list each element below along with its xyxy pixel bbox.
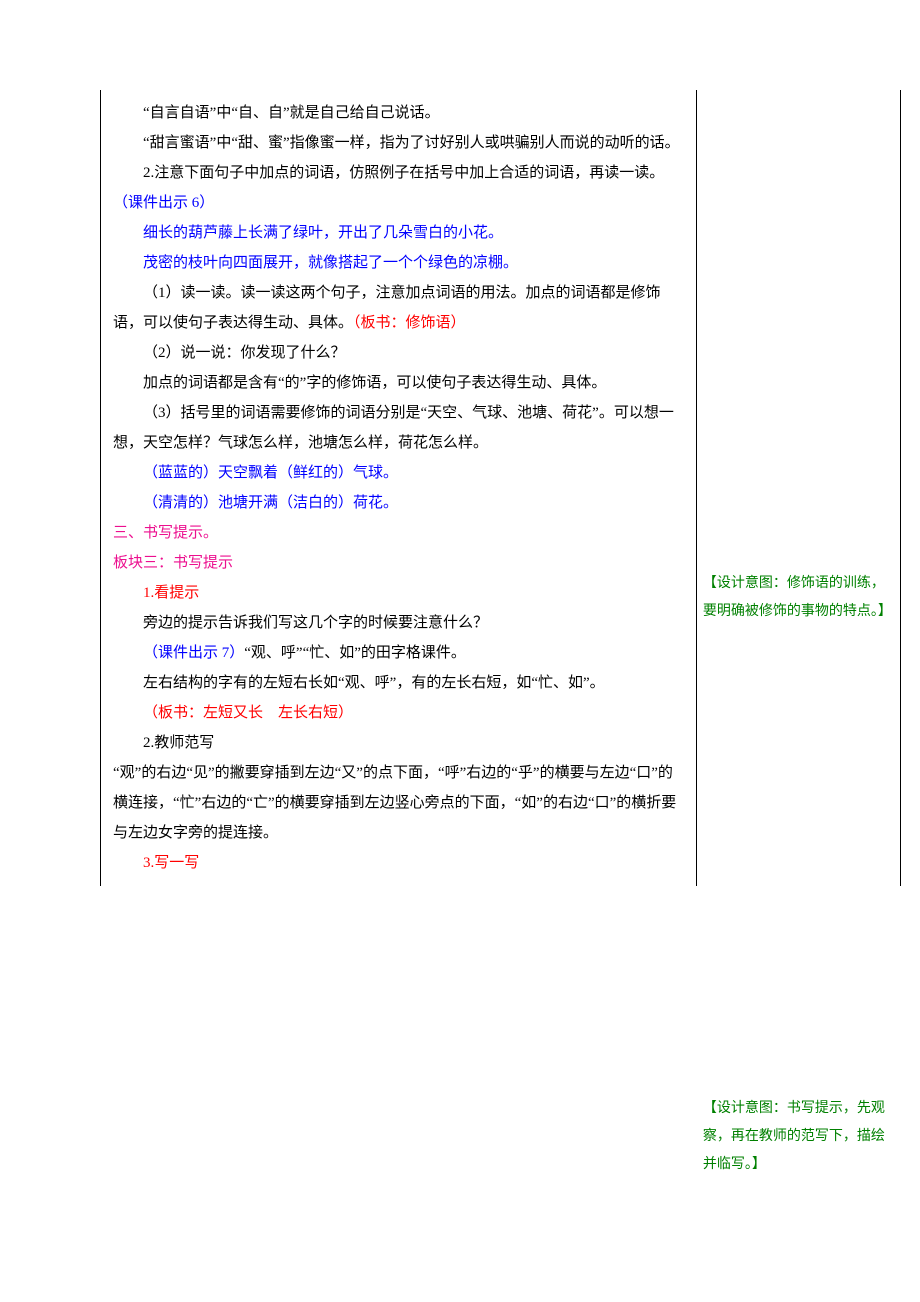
blackboard-note: （板书：左短又长 左长右短） (113, 698, 684, 728)
main-column: “自言自语”中“自、自”就是自己给自己说话。 “甜言蜜语”中“甜、蜜”指像蜜一样… (101, 90, 697, 886)
para: （课件出示 7）“观、呼”“忙、如”的田字格课件。 (113, 638, 684, 668)
page: “自言自语”中“自、自”就是自己给自己说话。 “甜言蜜语”中“甜、蜜”指像蜜一样… (0, 0, 920, 926)
para: 左右结构的字有的左短右长如“观、呼”，有的左长右短，如“忙、如”。 (113, 668, 684, 698)
para: （2）说一说：你发现了什么？ (113, 338, 684, 368)
text: “观、呼”“忙、如”的田字格课件。 (244, 645, 466, 661)
step-heading: 1.看提示 (113, 578, 684, 608)
courseware-ref: （课件出示 6） (113, 195, 214, 211)
para: （1）读一读。读一读这两个句子，注意加点词语的用法。加点的词语都是修饰语，可以使… (113, 278, 684, 338)
answer-line: （清清的）池塘开满（洁白的）荷花。 (113, 488, 684, 518)
para: “观”的右边“见”的撇要穿插到左边“又”的点下面，“呼”右边的“乎”的横要与左边… (113, 758, 684, 848)
para: 2.注意下面句子中加点的词语，仿照例子在括号中加上合适的词语，再读一读。 （课件出… (113, 158, 684, 218)
design-intent-note: 【设计意图：修饰语的训练，要明确被修饰的事物的特点。】 (703, 570, 894, 626)
para: 加点的词语都是含有“的”字的修饰语，可以使句子表达得生动、具体。 (113, 368, 684, 398)
blackboard-note: （板书：修饰语） (353, 315, 466, 331)
text: 2.注意下面句子中加点的词语，仿照例子在括号中加上合适的词语，再读一读。 (143, 165, 664, 181)
courseware-ref: （课件出示 7） (143, 645, 244, 661)
section-subheading: 板块三：书写提示 (113, 548, 684, 578)
para: “自言自语”中“自、自”就是自己给自己说话。 (113, 98, 684, 128)
para: （3）括号里的词语需要修饰的词语分别是“天空、气球、池塘、荷花”。可以想一想，天… (113, 398, 684, 458)
para: 旁边的提示告诉我们写这几个字的时候要注意什么？ (113, 608, 684, 638)
side-column: 【设计意图：修饰语的训练，要明确被修饰的事物的特点。】 【设计意图：书写提示，先… (696, 90, 900, 886)
design-intent-note: 【设计意图：书写提示，先观察，再在教师的范写下，描绘并临写。】 (703, 1095, 894, 1179)
example-sentence: 细长的葫芦藤上长满了绿叶，开出了几朵雪白的小花。 (113, 218, 684, 248)
table-row: “自言自语”中“自、自”就是自己给自己说话。 “甜言蜜语”中“甜、蜜”指像蜜一样… (101, 90, 901, 886)
step-heading: 3.写一写 (113, 848, 684, 878)
answer-line: （蓝蓝的）天空飘着（鲜红的）气球。 (113, 458, 684, 488)
section-heading: 三、书写提示。 (113, 518, 684, 548)
step-heading: 2.教师范写 (113, 728, 684, 758)
para: “甜言蜜语”中“甜、蜜”指像蜜一样，指为了讨好别人或哄骗别人而说的动听的话。 (113, 128, 684, 158)
example-sentence: 茂密的枝叶向四面展开，就像搭起了一个个绿色的凉棚。 (113, 248, 684, 278)
content-table: “自言自语”中“自、自”就是自己给自己说话。 “甜言蜜语”中“甜、蜜”指像蜜一样… (100, 90, 901, 886)
